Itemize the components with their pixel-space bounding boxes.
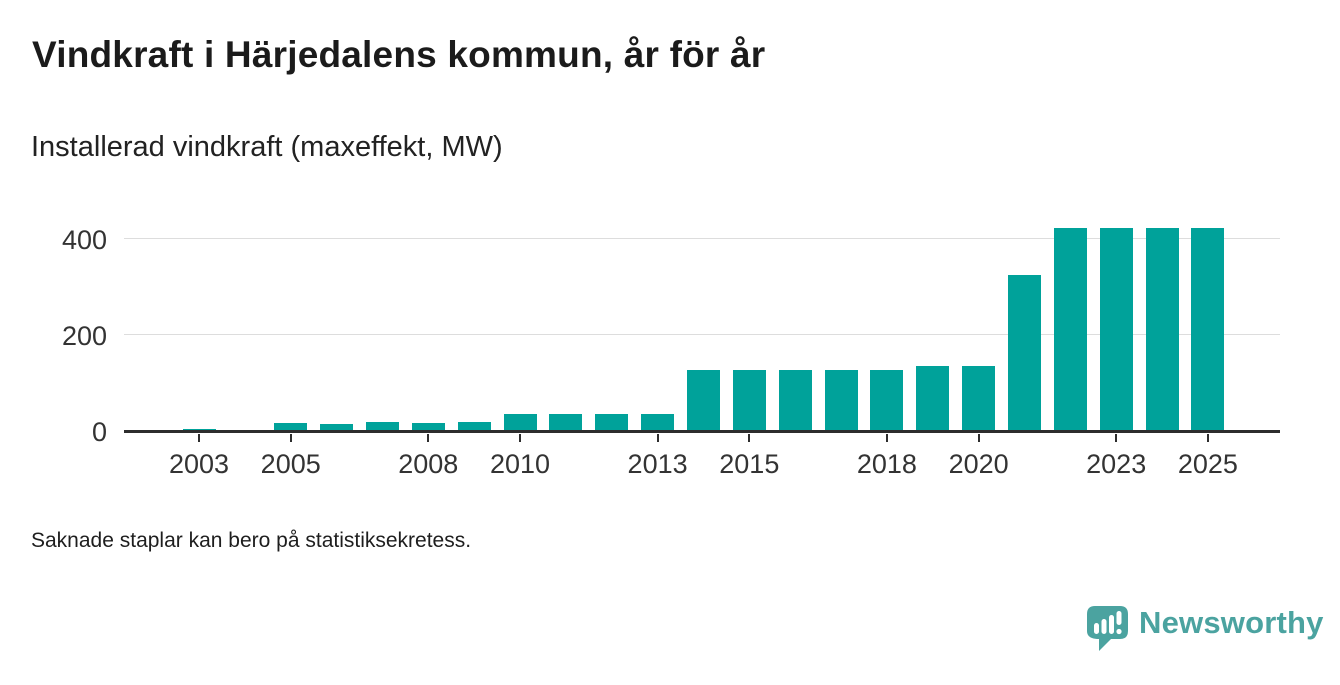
x-axis-label: 2020 bbox=[948, 449, 1009, 479]
y-axis-label: 200 bbox=[61, 320, 107, 351]
x-axis-tick bbox=[427, 434, 430, 442]
bar bbox=[732, 370, 766, 431]
x-axis-tick bbox=[289, 434, 292, 442]
x-axis-tick bbox=[1115, 434, 1118, 442]
chart-title: Vindkraft i Härjedalens kommun, år för å… bbox=[32, 34, 766, 75]
x-axis-label: 2025 bbox=[1177, 449, 1238, 479]
bar bbox=[1099, 228, 1133, 431]
gridline bbox=[124, 333, 1280, 335]
bar bbox=[365, 422, 399, 431]
x-axis-tick bbox=[1206, 434, 1209, 442]
bar bbox=[503, 414, 537, 431]
bar bbox=[411, 423, 445, 431]
y-axis-label: 0 bbox=[91, 417, 107, 447]
footnote: Saknade staplar kan bero på statistiksek… bbox=[31, 529, 472, 552]
x-axis-tick bbox=[748, 434, 751, 442]
bar bbox=[916, 366, 950, 431]
x-axis-label: 2005 bbox=[260, 449, 321, 479]
bar bbox=[595, 414, 629, 431]
x-axis-line bbox=[124, 430, 1280, 433]
bar bbox=[1191, 228, 1225, 431]
bar bbox=[457, 422, 491, 431]
x-axis-label: 2023 bbox=[1086, 449, 1147, 479]
bar bbox=[824, 370, 858, 431]
x-axis-label: 2003 bbox=[168, 449, 230, 479]
x-axis-label: 2013 bbox=[627, 449, 688, 479]
newsworthy-wordmark: Newsworthy bbox=[1139, 605, 1324, 640]
bar bbox=[686, 370, 720, 431]
x-axis-label: 2008 bbox=[398, 449, 459, 479]
x-axis-label: 2015 bbox=[719, 449, 780, 479]
x-axis-label: 2010 bbox=[489, 449, 551, 479]
x-axis-tick bbox=[519, 434, 522, 442]
chart-subtitle: Installerad vindkraft (maxeffekt, MW) bbox=[31, 131, 503, 163]
bar bbox=[870, 370, 904, 431]
bar bbox=[962, 366, 996, 431]
x-axis-label: 2018 bbox=[856, 449, 917, 479]
bar bbox=[274, 423, 308, 431]
newsworthy-logo: Newsworthy bbox=[1087, 605, 1324, 652]
gridline bbox=[124, 237, 1280, 239]
y-axis-label: 400 bbox=[61, 224, 107, 255]
bar bbox=[778, 370, 812, 431]
bar bbox=[1007, 275, 1041, 431]
plot-area bbox=[124, 210, 1280, 431]
x-axis-tick bbox=[977, 434, 980, 442]
bar bbox=[1145, 228, 1179, 431]
newsworthy-logo-icon bbox=[1087, 606, 1128, 652]
x-axis-tick bbox=[198, 434, 200, 442]
x-axis-tick bbox=[885, 434, 888, 442]
bar bbox=[320, 424, 354, 431]
bar bbox=[549, 414, 583, 431]
bar bbox=[641, 414, 675, 431]
x-axis-tick bbox=[656, 434, 659, 442]
bar bbox=[1053, 228, 1087, 431]
